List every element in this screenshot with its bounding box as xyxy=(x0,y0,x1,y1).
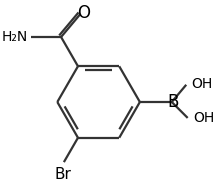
Text: OH: OH xyxy=(193,111,214,125)
Text: O: O xyxy=(77,4,90,22)
Text: Br: Br xyxy=(55,167,72,182)
Text: B: B xyxy=(168,93,179,111)
Text: OH: OH xyxy=(191,77,213,91)
Text: H₂N: H₂N xyxy=(2,30,28,44)
